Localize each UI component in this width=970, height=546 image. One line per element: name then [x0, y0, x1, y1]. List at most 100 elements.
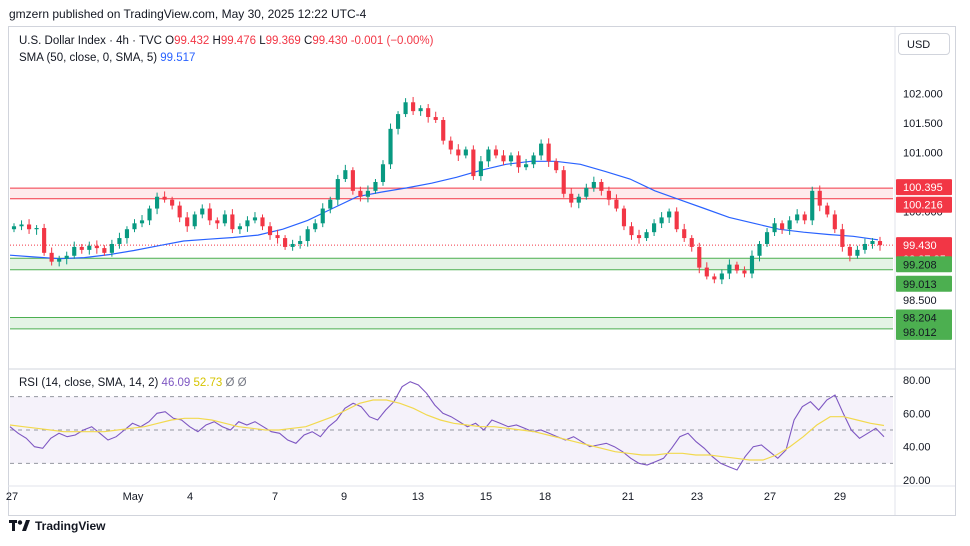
- candle: [855, 245, 860, 259]
- candle: [222, 210, 227, 227]
- candle: [64, 251, 69, 265]
- tradingview-logo-icon: [9, 520, 30, 531]
- candle: [795, 209, 800, 224]
- rsi-tick-label: 60.00: [903, 408, 931, 420]
- candle: [170, 196, 175, 210]
- candle-body: [124, 229, 130, 239]
- candle-body: [139, 220, 145, 224]
- candle-body: [350, 170, 355, 191]
- candle: [539, 139, 544, 161]
- candle: [245, 216, 250, 232]
- candle-body: [335, 179, 340, 200]
- candle: [79, 243, 84, 254]
- high-label: H: [212, 35, 221, 47]
- support2-tag-top-text: 98.204: [903, 313, 937, 325]
- grid-layer: [8, 27, 955, 515]
- price-tag-layer: 100.395100.21699.43002:37:2599.20899.013…: [896, 179, 952, 340]
- candle: [365, 185, 371, 203]
- support2-tag-bottom-bg: [896, 323, 952, 340]
- zone-support-2: [10, 317, 893, 329]
- candle: [674, 207, 679, 233]
- support2-tag-top: 98.204: [896, 309, 952, 326]
- candle-body: [358, 190, 363, 197]
- candle-body: [433, 117, 438, 120]
- candle-body: [576, 196, 581, 203]
- time-tick-label: 7: [272, 491, 278, 503]
- candle-body: [252, 217, 258, 221]
- candle: [486, 146, 491, 167]
- candle-body: [365, 190, 371, 197]
- time-tick-label: 21: [622, 491, 634, 503]
- candle: [19, 220, 24, 231]
- candle: [313, 219, 318, 233]
- main-legend: U.S. Dollar Index · 4h · TVC O99.432 H99…: [19, 35, 434, 47]
- candle-body: [659, 217, 664, 224]
- candle-body: [825, 205, 830, 215]
- candle: [659, 212, 664, 229]
- candle-body: [328, 199, 333, 209]
- price-tick-label: 102.000: [903, 88, 943, 100]
- candle: [780, 220, 785, 234]
- candle-body: [644, 232, 649, 239]
- candle-body: [155, 196, 160, 209]
- candle: [817, 185, 822, 212]
- candle-body: [456, 149, 461, 156]
- candle-body: [501, 155, 506, 162]
- candle-body: [230, 214, 235, 230]
- candle-body: [395, 114, 401, 129]
- sma-layer: [9, 160, 879, 260]
- candle-body: [19, 224, 24, 227]
- candle: [614, 194, 619, 212]
- candle-body: [162, 196, 167, 200]
- candle-body: [102, 248, 107, 253]
- open-label: O: [165, 35, 175, 47]
- candle: [734, 261, 739, 274]
- candle: [267, 222, 273, 240]
- candle-body: [749, 255, 755, 274]
- candle: [629, 222, 634, 240]
- resistance-tag-top: 100.395: [896, 179, 952, 196]
- candle-layer: [11, 96, 883, 285]
- candle-body: [877, 241, 883, 246]
- candle-body: [49, 252, 54, 262]
- candle: [411, 96, 416, 115]
- chart-frame[interactable]: [8, 26, 956, 516]
- candle-body: [810, 190, 815, 221]
- candle-body: [380, 164, 386, 182]
- tradingview-logo[interactable]: TradingView: [9, 519, 105, 533]
- candle: [11, 223, 17, 233]
- candle-body: [267, 226, 273, 236]
- candle-body: [817, 190, 822, 206]
- candle-body: [34, 228, 39, 230]
- candle-body: [674, 211, 679, 230]
- candle: [591, 176, 596, 192]
- candle-body: [493, 149, 499, 156]
- candle: [689, 235, 694, 252]
- currency-button[interactable]: USD: [898, 33, 950, 55]
- candle-body: [343, 170, 348, 180]
- candle-body: [283, 238, 288, 247]
- candle: [501, 150, 506, 166]
- support2-tag-bottom-text: 98.012: [903, 327, 937, 339]
- candle: [621, 205, 627, 231]
- candle-body: [117, 238, 122, 244]
- candle: [877, 236, 883, 251]
- candle-body: [802, 214, 807, 221]
- candle: [576, 193, 581, 209]
- candle: [358, 186, 363, 202]
- candle-body: [682, 229, 687, 239]
- candle-body: [539, 143, 544, 156]
- candle-body: [508, 155, 514, 162]
- candle-body: [546, 143, 551, 162]
- candle: [42, 223, 47, 256]
- candle: [109, 239, 114, 257]
- candle: [403, 98, 408, 118]
- candle-body: [855, 249, 860, 256]
- candle: [471, 145, 476, 180]
- price-tick-label: 98.500: [903, 295, 937, 307]
- last-price-text: 99.430: [903, 240, 937, 252]
- support1-tag-bottom: 99.013: [896, 275, 952, 292]
- candle-body: [388, 128, 393, 165]
- candle-body: [418, 108, 423, 112]
